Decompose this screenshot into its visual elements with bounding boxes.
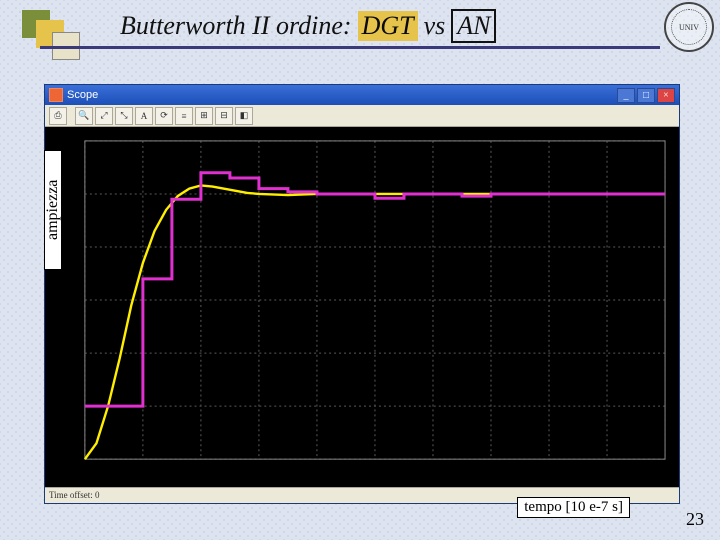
corner-decoration: [22, 10, 92, 60]
toolbar-button-0[interactable]: ⎙: [49, 107, 67, 125]
grid: [85, 141, 665, 459]
toolbar-button-5[interactable]: A: [135, 107, 153, 125]
x-axis-label: tempo [10 e-7 s]: [517, 497, 630, 518]
page-number: 23: [686, 509, 704, 530]
toolbar-button-3[interactable]: ⤢: [95, 107, 113, 125]
y-axis-label: ampiezza: [44, 150, 62, 270]
scope-plot: [45, 127, 679, 487]
toolbar-button-9[interactable]: ⊟: [215, 107, 233, 125]
app-icon: [49, 88, 63, 102]
toolbar-button-10[interactable]: ◧: [235, 107, 253, 125]
title-an-box: AN: [451, 9, 496, 43]
minimize-button[interactable]: _: [617, 88, 635, 103]
title-prefix: Butterworth II ordine:: [120, 11, 352, 41]
window-titlebar[interactable]: Scope _ □ ×: [45, 85, 679, 105]
slide-title: Butterworth II ordine: DGT vs AN: [120, 6, 660, 46]
toolbar-button-4[interactable]: ⤡: [115, 107, 133, 125]
toolbar-button-2[interactable]: 🔍: [75, 107, 93, 125]
status-text: Time offset: 0: [49, 490, 100, 500]
close-button[interactable]: ×: [657, 88, 675, 103]
scope-toolbar: ⎙ 🔍⤢⤡A⟳≡⊞⊟◧: [45, 105, 679, 127]
seal-text: UNIV: [679, 23, 699, 32]
toolbar-button-8[interactable]: ⊞: [195, 107, 213, 125]
university-seal: UNIV: [664, 2, 714, 52]
scope-window: Scope _ □ × ⎙ 🔍⤢⤡A⟳≡⊞⊟◧ Time offset: 0: [44, 84, 680, 504]
title-underline: [40, 46, 660, 49]
window-title: Scope: [67, 89, 98, 101]
maximize-button[interactable]: □: [637, 88, 655, 103]
title-dgt-highlight: DGT: [358, 11, 418, 41]
toolbar-button-7[interactable]: ≡: [175, 107, 193, 125]
title-vs: vs: [424, 11, 446, 41]
plot-area: [45, 127, 679, 487]
toolbar-button-6[interactable]: ⟳: [155, 107, 173, 125]
